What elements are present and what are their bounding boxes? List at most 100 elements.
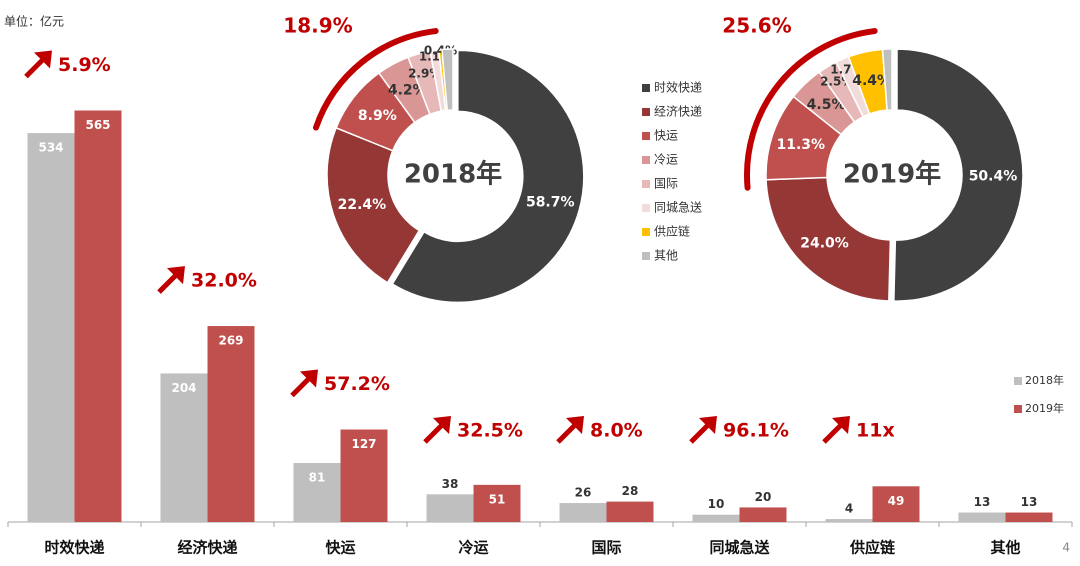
legend-swatch [642, 84, 650, 92]
pie-slice [893, 48, 1024, 302]
legend-label: 冷运 [654, 153, 678, 167]
legend-label: 同城急送 [654, 200, 702, 215]
x-tick-label: 经济快递 [177, 539, 237, 557]
growth-arrow-head [699, 416, 717, 434]
annotation-arc [312, 28, 439, 131]
pie-annotation: 18.9% [283, 14, 352, 38]
bar [340, 429, 388, 522]
pie-center-title: 2019年 [843, 159, 941, 190]
pie-slice [441, 48, 454, 112]
legend-label: 2018年 [1025, 373, 1064, 387]
x-tick-label: 同城急送 [709, 539, 770, 557]
legend-label: 供应链 [654, 224, 690, 239]
x-tick-label: 时效快递 [44, 539, 104, 557]
legend-swatch [642, 228, 650, 236]
bar [74, 110, 122, 522]
legend-swatch [642, 108, 650, 116]
pie-slice [326, 126, 421, 284]
pie-value-label: 8.9% [358, 108, 397, 124]
value-label: 565 [85, 118, 110, 132]
value-label: 13 [974, 495, 991, 509]
growth-arrow [423, 422, 445, 444]
legend-label: 2019年 [1025, 401, 1064, 415]
growth-arrow [822, 422, 844, 444]
x-tick-label: 快运 [325, 539, 355, 557]
bar [160, 373, 208, 522]
growth-arrow-head [433, 416, 451, 434]
value-label: 204 [171, 381, 196, 395]
growth-arrow [290, 375, 312, 398]
growth-arrow-head [300, 369, 318, 388]
pie-center-title: 2018年 [404, 159, 502, 190]
page-number: 4 [1062, 541, 1070, 555]
x-tick-label: 其他 [990, 539, 1020, 557]
growth-label: 32.5% [457, 420, 523, 442]
legend-swatch [642, 180, 650, 188]
value-label: 269 [218, 334, 243, 348]
growth-arrow [24, 56, 46, 79]
bar [1005, 512, 1053, 522]
value-label: 10 [708, 497, 725, 511]
growth-arrow [689, 422, 711, 444]
growth-arrow-head [34, 50, 52, 69]
legend-swatch [642, 156, 650, 164]
value-label: 51 [489, 492, 506, 506]
legend-swatch [1014, 377, 1022, 385]
bar [606, 501, 654, 522]
bar [825, 519, 873, 522]
value-label: 13 [1021, 495, 1038, 509]
bar [473, 484, 521, 522]
annotation-arc [744, 28, 878, 191]
growth-label: 5.9% [58, 54, 111, 76]
growth-arrow [556, 422, 578, 444]
bar [559, 503, 607, 522]
bar [293, 463, 341, 522]
growth-arrow-head [167, 266, 185, 285]
pie-slice [881, 48, 893, 111]
pie-value-label: 11.3% [777, 137, 826, 153]
legend-label: 快运 [654, 129, 678, 143]
x-tick-label: 供应链 [849, 539, 896, 557]
value-label: 81 [309, 471, 326, 485]
x-tick-label: 国际 [591, 539, 621, 557]
value-label: 26 [575, 486, 592, 500]
x-tick-label: 冷运 [458, 539, 488, 557]
growth-label: 8.0% [590, 420, 643, 442]
growth-arrow [157, 272, 179, 294]
value-label: 49 [888, 494, 905, 508]
bar [872, 486, 920, 522]
unit-label: 单位：亿元 [4, 14, 64, 29]
pie-value-label: 4.4% [852, 73, 891, 89]
bar [207, 326, 255, 522]
pie-value-label: 58.7% [526, 194, 575, 210]
legend-label: 经济快递 [654, 104, 702, 119]
growth-label: 57.2% [324, 373, 390, 395]
legend-label: 时效快递 [654, 80, 702, 95]
value-label: 38 [442, 477, 459, 491]
value-label: 127 [351, 437, 376, 451]
growth-arrow-head [566, 416, 584, 434]
value-label: 534 [38, 141, 63, 155]
value-label: 28 [622, 484, 639, 498]
legend-swatch [642, 132, 650, 140]
growth-label: 32.0% [191, 270, 257, 292]
pie-value-label: 50.4% [969, 168, 1018, 184]
growth-label: 96.1% [723, 420, 789, 442]
legend-swatch [642, 252, 650, 260]
pie-value-label: 24.0% [800, 235, 849, 251]
legend-swatch [1014, 405, 1022, 413]
bar [426, 494, 474, 522]
pie-slice [765, 176, 892, 302]
bar [27, 133, 75, 522]
pie-value-label: 4.5% [807, 97, 846, 113]
growth-arrow-head [832, 416, 850, 434]
legend-swatch [642, 204, 650, 212]
legend-label: 国际 [654, 177, 678, 191]
pie-slice [391, 49, 585, 304]
bar [739, 507, 787, 522]
pie-annotation: 25.6% [722, 14, 791, 38]
bar [958, 512, 1006, 522]
pie-value-label: 22.4% [338, 197, 387, 213]
